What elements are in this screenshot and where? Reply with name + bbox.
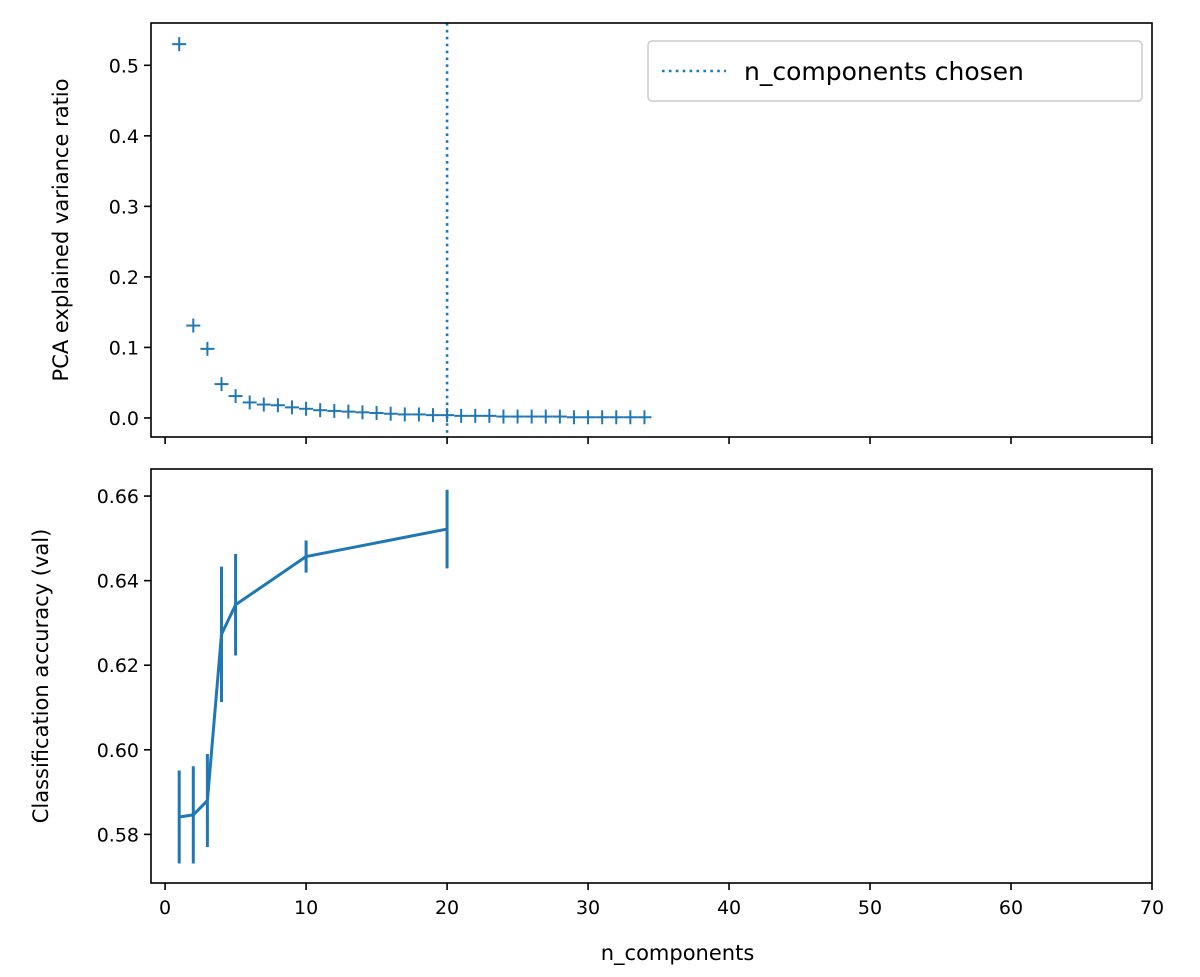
variance-ratio-point [637,410,652,425]
variance-ratio-point [524,409,539,424]
variance-ratio-point [242,395,257,410]
variance-ratio-point [566,410,581,425]
variance-ratio-point [284,400,299,415]
variance-ratio-point [581,410,596,425]
accuracy-panel: 0.58 0.60 0.62 0.64 0.66 0 10 20 30 40 50 60 70 Cla… [29,468,1164,966]
variance-ratio-markers [172,37,652,425]
variance-ratio-point [341,404,356,419]
accuracy-y-tick-label: 0.58 [97,824,139,846]
accuracy-error-bars [177,489,449,864]
accuracy-y-tick-label: 0.62 [97,655,139,677]
x-tick-label: 60 [999,897,1023,919]
variance-ratio-point [609,410,624,425]
variance-ratio-point [496,409,511,424]
variance-ratio-point [552,409,567,424]
variance-ratio-panel: 0.0 0.1 0.2 0.3 0.4 0.5 PCA explained varianc… [49,22,1153,444]
variance-ratio-point [200,341,215,356]
variance-ratio-point [355,405,370,420]
variance-ratio-point [454,408,469,423]
x-tick-label: 20 [435,897,459,919]
variance-ratio-point [270,398,285,413]
variance-ratio-point [468,408,483,423]
variance-ratio-point [369,406,384,421]
x-tick-label: 10 [294,897,318,919]
x-tick-label: 40 [717,897,741,919]
variance-ratio-point [214,377,229,392]
x-tick-label: 30 [576,897,600,919]
accuracy-axes-frame [150,468,1153,884]
variance-ratio-point [256,397,271,412]
accuracy-y-ticks: 0.58 0.60 0.62 0.64 0.66 [97,486,151,846]
variance-ratio-point [313,403,328,418]
legend-box [647,40,1143,102]
variance-ratio-point [299,401,314,416]
accuracy-y-tick-label: 0.60 [97,740,139,762]
accuracy-y-tick-label: 0.64 [97,571,139,593]
variance-ratio-point [383,406,398,421]
variance-ratio-point [595,410,610,425]
variance-ratio-point [482,408,497,423]
variance-ratio-y-tick-label: 0.1 [109,337,139,359]
variance-ratio-y-tick-label: 0.2 [109,267,139,289]
variance-ratio-y-tick-label: 0.3 [109,196,139,218]
variance-ratio-point [327,403,342,418]
variance-ratio-point [186,318,201,333]
variance-ratio-y-axis-label: PCA explained variance ratio [49,79,73,382]
variance-ratio-point [623,410,638,425]
x-tick-label: 70 [1140,897,1164,919]
variance-ratio-point [510,409,525,424]
variance-ratio-point [228,389,243,404]
accuracy-y-axis-label: Classification accuracy (val) [29,529,53,824]
variance-ratio-point [172,37,187,52]
variance-ratio-point [538,409,553,424]
variance-ratio-axes-frame [150,22,1153,438]
variance-ratio-y-tick-label: 0.0 [109,408,139,430]
x-tick-label: 0 [159,897,171,919]
variance-ratio-point [411,407,426,422]
accuracy-y-tick-label: 0.66 [97,486,139,508]
variance-ratio-point [397,407,412,422]
variance-ratio-y-tick-label: 0.5 [109,55,139,77]
x-tick-label: 50 [858,897,882,919]
variance-ratio-y-tick-label: 0.4 [109,126,139,148]
variance-ratio-y-ticks: 0.0 0.1 0.2 0.3 0.4 0.5 [109,55,151,430]
legend: n_components chosen [647,40,1143,102]
legend-entry-n-components-chosen: n_components chosen [744,57,1024,86]
x-axis-label: n_components [601,941,755,966]
accuracy-x-ticks: 0 10 20 30 40 50 60 70 [159,883,1164,919]
variance-ratio-point [425,408,440,423]
variance-ratio-x-ticks [164,437,1153,444]
